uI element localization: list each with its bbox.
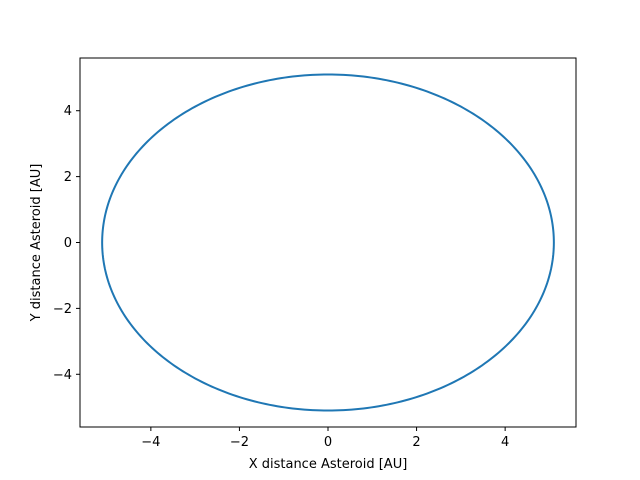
y-axis-ticks: −4 −2 0 2 4 xyxy=(53,104,80,383)
y-tick-label: 0 xyxy=(64,236,72,251)
x-tick-label: −4 xyxy=(141,435,160,450)
x-tick-label: 0 xyxy=(324,435,332,450)
x-tick-label: 4 xyxy=(501,435,509,450)
plot-area xyxy=(80,58,576,427)
x-tick-label: −2 xyxy=(230,435,249,450)
orbit-line-0 xyxy=(101,73,555,412)
y-tick-label: 4 xyxy=(64,104,72,119)
y-tick-label: −4 xyxy=(53,368,72,383)
series-layer xyxy=(101,73,555,412)
y-axis-label: Y distance Asteroid [AU] xyxy=(29,164,44,323)
x-tick-label: 2 xyxy=(412,435,420,450)
y-tick-label: −2 xyxy=(53,302,72,317)
x-axis-label: X distance Asteroid [AU] xyxy=(249,457,408,472)
y-tick-label: 2 xyxy=(64,170,72,185)
x-axis-ticks: −4 −2 0 2 4 xyxy=(141,427,509,450)
